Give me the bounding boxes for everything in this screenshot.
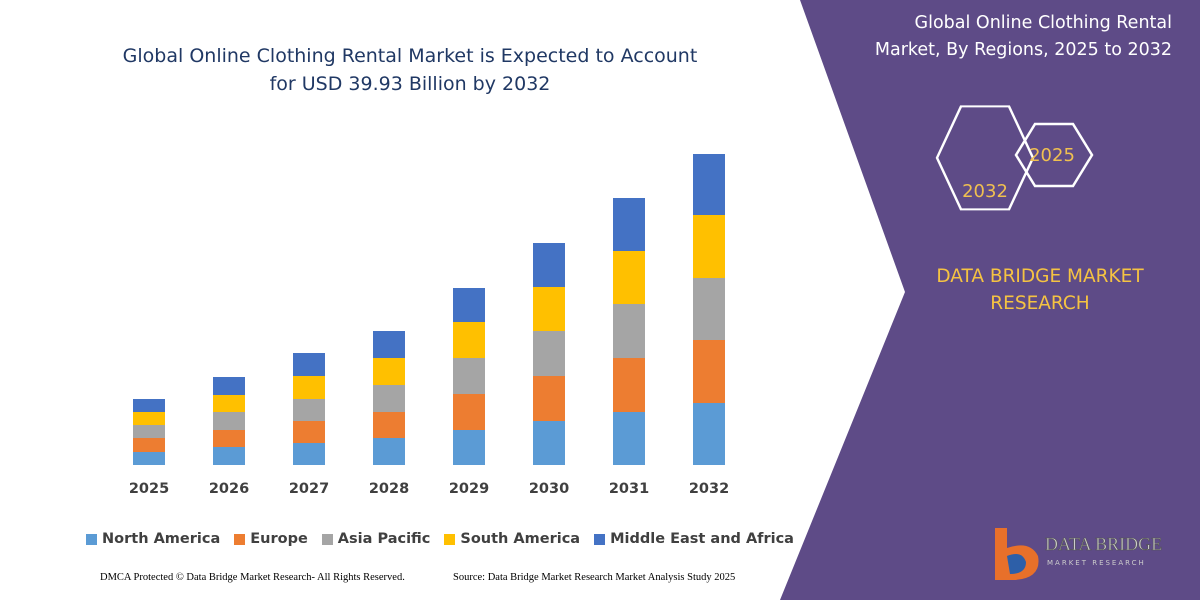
legend-swatch [321,533,333,545]
x-tick-label: 2032 [689,481,729,497]
bar-segment [533,376,565,421]
logo-mark [995,528,1039,580]
panel-title: Global Online Clothing Rental Market, By… [874,13,1172,60]
bar-segment [693,403,725,465]
bar-segment [133,412,165,425]
bar-segment [693,154,725,215]
bar-segment [373,412,405,438]
bar-segment [613,251,645,304]
bar-segment [133,438,165,452]
bar-segment [613,412,645,465]
legend-swatch [444,533,456,545]
bar-segment [213,430,245,447]
bar-segment [453,288,485,322]
x-tick-label: 2031 [609,481,649,497]
bar-segment [453,394,485,430]
logo: DATA BRIDGE MARKET RESEARCH [995,528,1162,580]
legend-label: South America [460,531,581,547]
bar-segment [133,452,165,465]
legend-swatch [86,533,98,545]
bar-segment [293,443,325,465]
legend-label: Middle East and Africa [610,531,794,547]
legend-label: Asia Pacific [337,531,431,547]
hexagon [1014,122,1094,188]
bar-segment [613,304,645,358]
legend-item: North America [86,531,220,547]
footer-text: DMCA Protected © Data Bridge Market Rese… [100,572,405,583]
x-tick-label: 2028 [369,481,409,497]
bar-segment [533,421,565,465]
side-panel [780,0,1200,600]
bar-segment [693,215,725,278]
bar-segment [213,395,245,412]
badge: 2025 [1029,145,1075,166]
bar-segment [613,358,645,412]
x-tick-label: 2026 [209,481,249,497]
bar-segment [533,287,565,331]
bar-segment [693,340,725,403]
bar-segment [453,322,485,358]
legend-item: Europe [234,531,308,547]
x-tick-label: 2030 [529,481,569,497]
bar-segment [453,430,485,465]
logo-tagline: MARKET RESEARCH [1047,559,1146,567]
badge: 2032 [962,181,1008,202]
bar-segment [533,243,565,287]
brand-text: RESEARCH [990,293,1089,314]
hexagon [935,105,1035,211]
chart-title: Global Online Clothing Rental Market is … [122,45,698,95]
x-tick-label: 2025 [129,481,169,497]
legend-swatch [234,533,246,545]
bar-segment [533,331,565,376]
legend-label: Europe [250,531,308,547]
legend-label: North America [102,531,221,547]
legend-item: South America [444,531,580,547]
x-tick-label: 2029 [449,481,489,497]
legend: North America Europe Asia Pacific South Ame… [60,531,820,547]
bar-segment [293,353,325,376]
logo-text: DATA BRIDGE [1045,534,1162,554]
legend-item: Asia Pacific [321,531,431,547]
brand-text: DATA BRIDGE MARKET [936,266,1144,287]
bar-segment [373,438,405,465]
bar-segment [213,412,245,430]
bar-segment [213,447,245,465]
logo-mark [1007,554,1026,574]
bar-segment [133,399,165,412]
footer-text: Source: Data Bridge Market Research Mark… [453,572,736,583]
bar-segment [293,399,325,421]
bar-segment [373,331,405,358]
bar-segment [613,198,645,251]
bar-segment [373,358,405,385]
bar-segment [293,421,325,443]
bar-segment [133,425,165,438]
bar-segment [213,377,245,395]
bar-segment [293,376,325,399]
bar-segment [453,358,485,394]
bar-segment [693,278,725,340]
bar-segment [373,385,405,412]
x-tick-label: 2027 [289,481,329,497]
legend-swatch [594,533,606,545]
legend-item: Middle East and Africa [594,531,794,547]
